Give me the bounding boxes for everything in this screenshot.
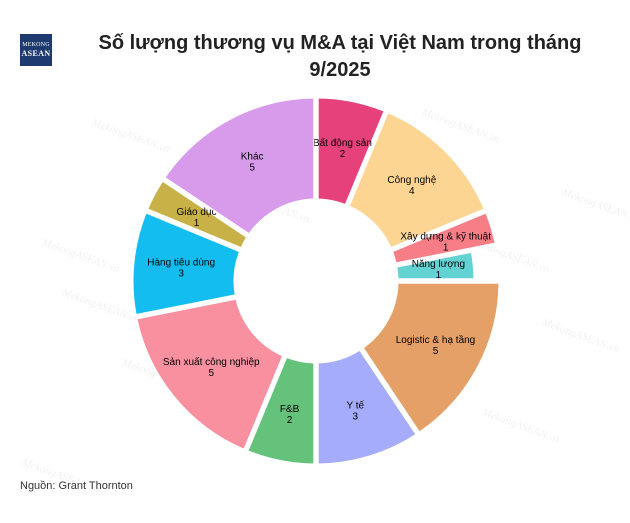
slice-label: Hàng tiêu dùng	[147, 258, 215, 269]
slice-value: 2	[287, 415, 293, 426]
slice-label: Sản xuất công nghiệp	[163, 356, 260, 368]
slice-8	[132, 212, 241, 316]
slice-label: F&B	[280, 404, 300, 415]
slice-value: 3	[353, 412, 359, 423]
slice-2	[391, 212, 496, 264]
slice-label: Khác	[241, 151, 264, 162]
slice-7	[136, 298, 284, 450]
source-note: Nguồn: Grant Thornton	[20, 480, 133, 492]
slice-value: 5	[433, 346, 439, 357]
slice-label: Bất động sản	[313, 137, 372, 149]
logo-line2: ASEAN	[21, 49, 51, 58]
slice-label: Logistic & hạ tầng	[396, 334, 476, 346]
chart-title: Số lượng thương vụ M&A tại Việt Nam tron…	[98, 32, 582, 81]
slice-6	[247, 356, 315, 465]
slice-9	[147, 180, 248, 249]
slice-1	[348, 112, 485, 249]
slice-label: Giáo dục	[176, 207, 216, 218]
slice-label: Xây dựng & kỹ thuật	[400, 232, 491, 243]
slice-value: 2	[340, 149, 346, 160]
slice-10	[164, 97, 315, 235]
slice-value: 3	[178, 269, 184, 280]
mekongasean-logo: MEKONG ASEAN	[20, 34, 52, 66]
slice-value: 1	[194, 218, 200, 229]
slice-3	[396, 251, 475, 280]
slice-label: Y tế	[347, 400, 365, 412]
slice-label: Công nghệ	[387, 175, 436, 186]
slice-5	[317, 349, 417, 465]
slice-label: Năng lượng	[412, 259, 465, 270]
slice-value: 5	[208, 368, 214, 379]
slice-4	[362, 282, 500, 433]
slice-value: 1	[436, 270, 442, 281]
slice-value: 4	[409, 186, 415, 197]
slice-value: 5	[249, 162, 255, 173]
slice-0	[317, 97, 385, 206]
logo-line1: MEKONG	[22, 42, 50, 48]
slice-value: 1	[443, 243, 449, 254]
